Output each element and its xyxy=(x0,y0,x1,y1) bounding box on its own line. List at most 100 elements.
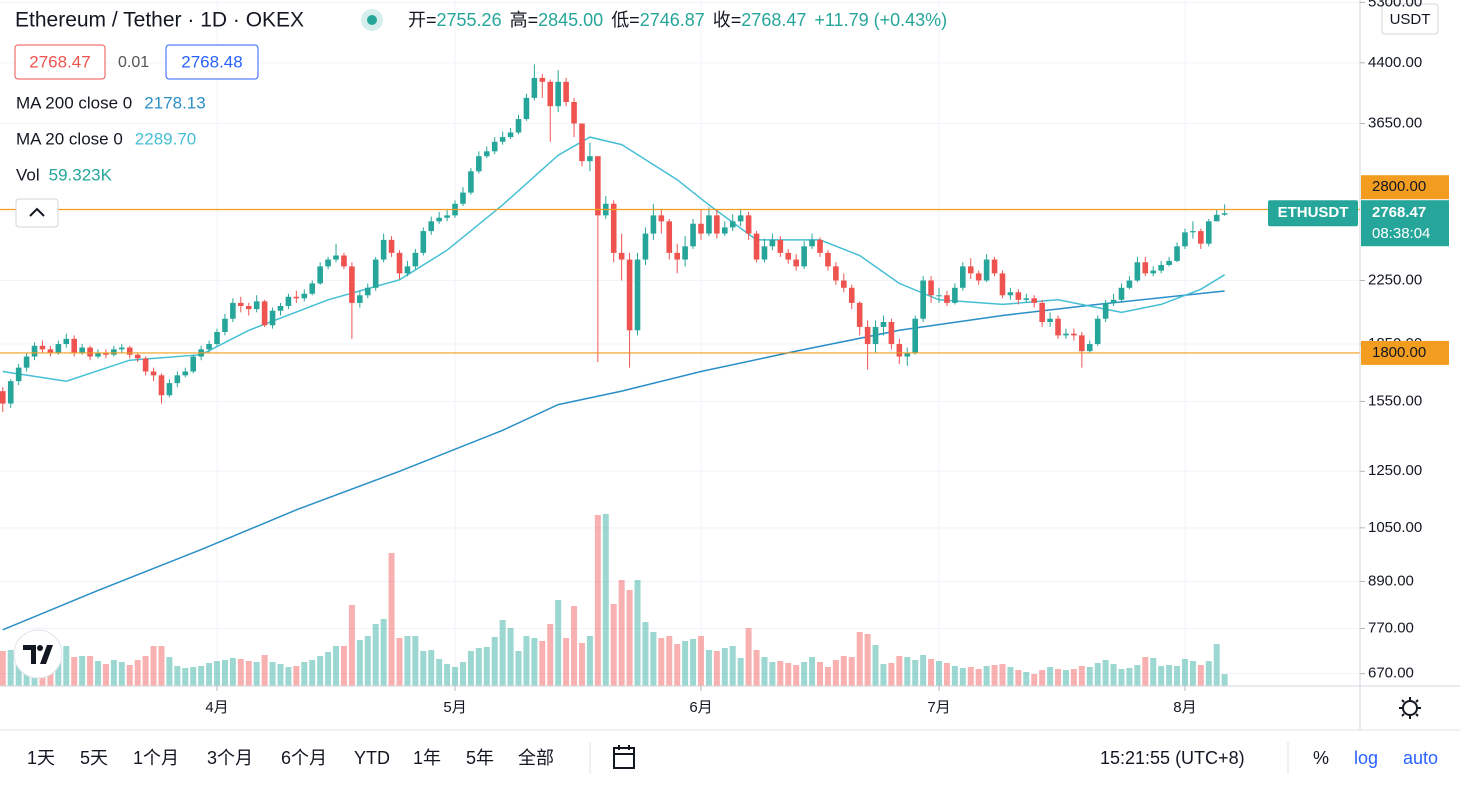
candle-body xyxy=(729,221,736,228)
candle-body xyxy=(523,97,530,120)
range-button[interactable]: 1年 xyxy=(413,748,441,768)
candle-body xyxy=(103,352,109,355)
candle-body xyxy=(333,255,339,260)
volume-bar xyxy=(475,648,482,686)
x-tick-label: 4月 xyxy=(205,699,228,716)
candle-body xyxy=(1079,335,1085,352)
volume-bar xyxy=(491,637,498,686)
volume-bar xyxy=(388,553,395,686)
volume-bar xyxy=(658,638,665,686)
volume-bar xyxy=(428,650,435,686)
clock: 15:21:55 (UTC+8) xyxy=(1100,748,1245,768)
candle-body xyxy=(761,246,768,260)
y-tick-label: 670.00 xyxy=(1368,665,1414,682)
option-button[interactable]: auto xyxy=(1403,748,1438,768)
range-button[interactable]: 5年 xyxy=(466,748,494,768)
volume-bar xyxy=(269,662,276,686)
volume-bar xyxy=(840,656,847,686)
volume-bar xyxy=(1166,665,1173,686)
volume-bar xyxy=(571,606,578,686)
currency-box[interactable] xyxy=(1381,3,1439,35)
volume-bar xyxy=(198,666,205,686)
candle-body xyxy=(864,326,871,345)
volume-bar xyxy=(602,514,609,686)
range-button[interactable]: 全部 xyxy=(518,748,554,768)
range-button[interactable]: 1个月 xyxy=(133,748,179,768)
candle-body xyxy=(111,349,117,355)
candle-body xyxy=(126,347,133,355)
ohlc-value: 2845.00 xyxy=(538,10,603,30)
candle-body xyxy=(983,259,990,281)
bid: 2768.47 xyxy=(29,52,90,71)
candle-body xyxy=(920,280,926,319)
bid-box[interactable] xyxy=(14,44,106,80)
volume-bar xyxy=(182,668,189,686)
volume-bar xyxy=(63,646,70,686)
volume-bar xyxy=(507,628,514,686)
volume-bar xyxy=(356,640,363,686)
volume-bar xyxy=(261,655,268,686)
option-button[interactable]: % xyxy=(1313,748,1329,768)
volume-bar xyxy=(95,661,102,686)
candle-body xyxy=(801,246,807,267)
range-button[interactable]: 6个月 xyxy=(281,748,327,768)
calendar-icon[interactable] xyxy=(613,745,635,769)
volume-bar xyxy=(817,662,824,686)
plot xyxy=(0,64,1360,686)
volume-bar xyxy=(1031,674,1038,686)
volume-bar xyxy=(999,664,1006,686)
candle-body xyxy=(714,215,720,234)
candle-body xyxy=(1071,333,1077,336)
candle-body xyxy=(150,371,157,376)
candle-body xyxy=(1110,299,1117,303)
candle-body xyxy=(341,255,347,267)
candle-body xyxy=(793,259,799,267)
ask-box[interactable] xyxy=(165,44,259,80)
volume-bar xyxy=(1221,674,1228,686)
candle-body xyxy=(888,321,895,345)
y-tick-label: 1250.00 xyxy=(1368,462,1422,479)
candle-body xyxy=(491,141,498,152)
range-button[interactable]: 5天 xyxy=(80,748,108,768)
legend-name: MA 20 close 0 xyxy=(16,129,123,148)
volume-bar xyxy=(118,662,125,686)
candle-body xyxy=(460,192,466,204)
volume-bar xyxy=(1134,665,1141,686)
candle-body xyxy=(1086,344,1093,352)
candle-body xyxy=(436,217,442,222)
hline-tag-label: 2800.00 xyxy=(1372,178,1426,195)
candle-body xyxy=(587,156,593,162)
volume-bar xyxy=(666,636,673,686)
candle-body xyxy=(650,215,657,234)
range-button[interactable]: 1天 xyxy=(27,748,55,768)
volume-bar xyxy=(0,651,6,686)
collapse-button[interactable] xyxy=(15,198,59,228)
candle-body xyxy=(769,239,776,247)
option-button[interactable]: log xyxy=(1354,748,1378,768)
candle-body xyxy=(261,301,268,326)
volume-bar xyxy=(936,661,943,686)
volume-bar xyxy=(1102,660,1109,686)
candle-body xyxy=(468,171,474,193)
settings-icon[interactable] xyxy=(1399,697,1421,719)
volume-bar xyxy=(610,604,617,686)
volume-bar xyxy=(801,662,808,686)
volume-bar xyxy=(229,658,236,686)
volume-bar xyxy=(7,650,14,686)
volume-bar xyxy=(563,638,570,686)
symbol-tag-label: ETHUSDT xyxy=(1278,204,1349,221)
volume-bar xyxy=(206,663,213,686)
candle-body xyxy=(507,132,514,138)
candle-body xyxy=(174,375,181,384)
range-button[interactable]: YTD xyxy=(354,748,390,768)
volume-bar xyxy=(110,660,117,686)
range-button[interactable]: 3个月 xyxy=(207,748,253,768)
volume-bar xyxy=(467,651,474,686)
candle-body xyxy=(658,215,665,222)
volume-bar xyxy=(317,656,324,686)
volume-bar xyxy=(634,580,641,686)
volume-bar xyxy=(483,647,490,686)
candle-body xyxy=(674,252,680,260)
candle-body xyxy=(682,246,688,260)
volume-bar xyxy=(499,620,506,686)
